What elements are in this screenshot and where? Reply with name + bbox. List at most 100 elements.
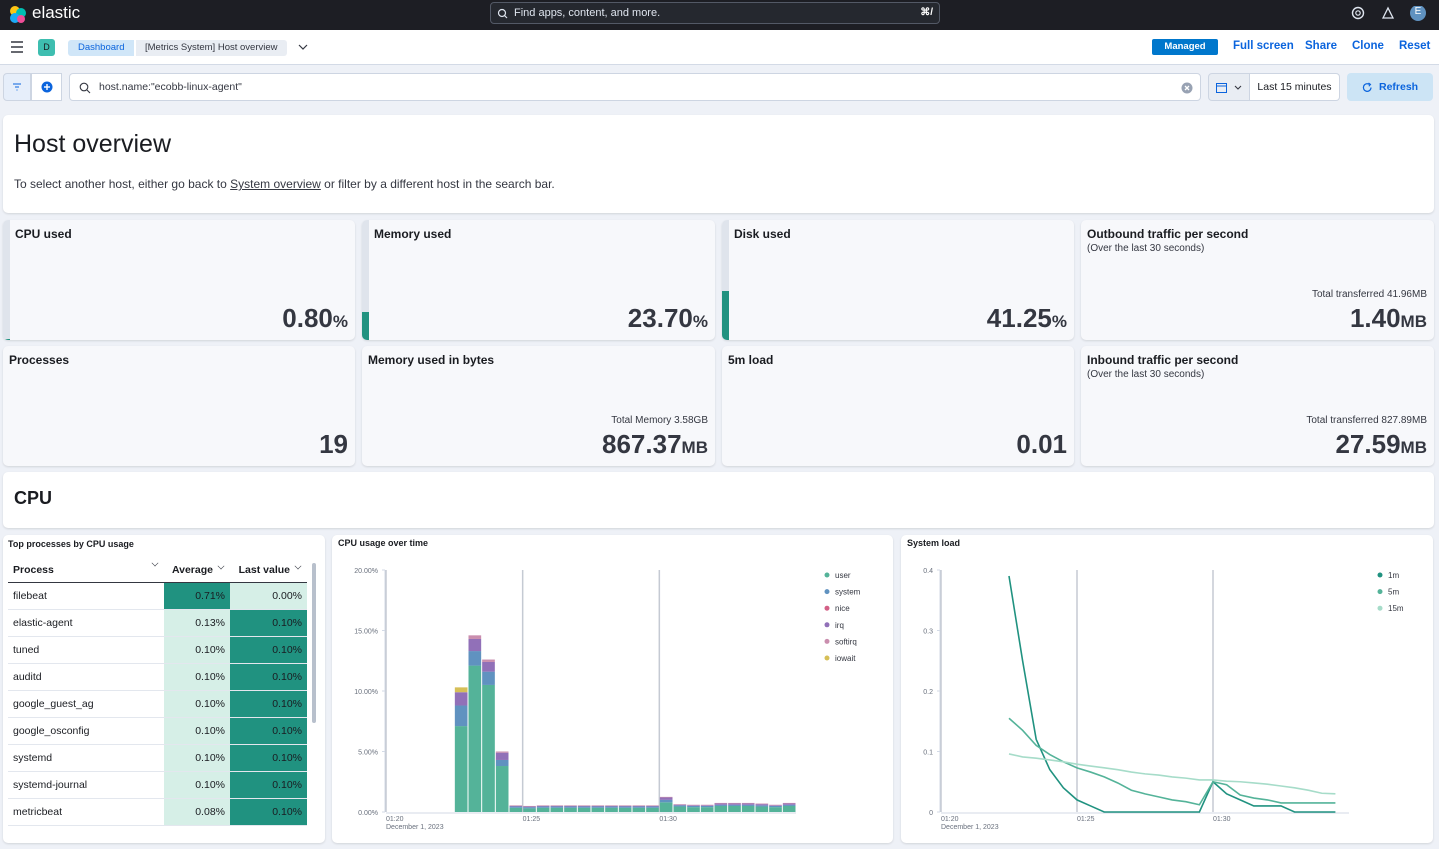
- search-icon: [497, 8, 508, 19]
- table-cell: tuned: [8, 637, 164, 664]
- time-range[interactable]: Last 15 minutes: [1250, 73, 1340, 101]
- metric-label: CPU used: [15, 227, 72, 241]
- chart-panel: [332, 535, 893, 843]
- filter-button[interactable]: [3, 73, 31, 101]
- metric-unit: %: [332, 312, 348, 331]
- sort-chevron: [217, 562, 225, 570]
- metric-unit: MB: [1400, 438, 1427, 457]
- table-cell: elastic-agent: [8, 610, 164, 637]
- table-panel: Top processes by CPU usage Process Averag…: [3, 535, 325, 843]
- scrollbar[interactable]: [312, 563, 316, 723]
- menu-button[interactable]: [10, 41, 24, 53]
- metric-value: 41.25%: [987, 303, 1067, 334]
- table-cell: filebeat: [8, 583, 164, 610]
- table-cell: 0.10%: [164, 664, 230, 691]
- metric-detail: Total transferred 41.96MB: [1311, 289, 1427, 300]
- nav-bar: D Dashboard [Metrics System] Host overvi…: [0, 30, 1439, 65]
- metric-panel: Inbound traffic per second (Over the last…: [1081, 346, 1434, 466]
- column-header[interactable]: Process: [8, 559, 164, 583]
- table-cell: google_osconfig: [8, 718, 164, 745]
- search-placeholder: Find apps, content, and more.: [514, 7, 661, 19]
- header-icons[interactable]: [1350, 6, 1430, 24]
- add-filter-button[interactable]: [31, 73, 62, 101]
- column-label: Process: [13, 564, 54, 576]
- global-search[interactable]: Find apps, content, and more. ⌘/: [490, 2, 940, 24]
- sort-chevron: [151, 559, 159, 567]
- gauge-track: [722, 220, 729, 340]
- panel-title: Top processes by CPU usage: [8, 539, 134, 549]
- search-shortcut: ⌘/: [920, 7, 933, 18]
- query-text: host.name:"ecobb-linux-agent": [99, 81, 242, 93]
- metric-detail: Total transferred 827.89MB: [1306, 415, 1427, 426]
- metric-unit: %: [692, 312, 708, 331]
- metric-detail: Total Memory 3.58GB: [611, 415, 708, 426]
- metric-panel: Memory used 23.70%: [362, 220, 715, 340]
- section-panel: CPU: [3, 472, 1434, 528]
- metric-number: 19: [319, 429, 348, 459]
- metric-value: 0.80%: [282, 303, 348, 334]
- metric-value: 23.70%: [628, 303, 708, 334]
- metric-panel: Memory used in bytes Total Memory 3.58GB 8…: [362, 346, 715, 466]
- metric-panel: Outbound traffic per second (Over the las…: [1081, 220, 1434, 340]
- reset-link[interactable]: Reset: [1399, 40, 1431, 52]
- query-input[interactable]: host.name:"ecobb-linux-agent": [69, 73, 1201, 101]
- metric-number: 23.70: [627, 303, 693, 333]
- refresh-button[interactable]: Refresh: [1347, 73, 1433, 101]
- metric-sublabel: (Over the last 30 seconds): [1087, 243, 1205, 254]
- breadcrumb[interactable]: Dashboard: [68, 40, 135, 56]
- metric-label: Processes: [9, 353, 70, 367]
- clear-button[interactable]: [1181, 82, 1193, 94]
- metric-number: 27.59: [1335, 429, 1401, 459]
- logo-icon: [10, 6, 26, 23]
- table-cell: 0.10%: [230, 610, 307, 637]
- column-header[interactable]: Average: [164, 559, 230, 583]
- table-cell: 0.71%: [164, 583, 230, 610]
- table-cell: 0.10%: [164, 745, 230, 772]
- plus-icon: [41, 81, 53, 93]
- managed-badge: Managed: [1152, 39, 1218, 55]
- metric-unit: MB: [681, 438, 708, 457]
- space-avatar[interactable]: D: [38, 39, 55, 56]
- metric-value: 19: [319, 429, 348, 460]
- metric-value: 0.01: [1016, 429, 1067, 460]
- share-link[interactable]: Share: [1305, 40, 1337, 52]
- clone-link[interactable]: Clone: [1352, 40, 1384, 52]
- refresh-label: Refresh: [1379, 81, 1419, 93]
- metric-label: Inbound traffic per second: [1087, 353, 1239, 367]
- date-picker-button[interactable]: [1208, 73, 1250, 101]
- gauge-fill: [722, 290, 729, 340]
- column-header[interactable]: Last value: [230, 559, 307, 583]
- table-cell: 0.10%: [230, 718, 307, 745]
- intro-text: To select another host, either go back t…: [14, 177, 555, 191]
- table-cell: metricbeat: [8, 799, 164, 826]
- brand[interactable]: elastic: [32, 3, 81, 22]
- metric-panel: CPU used 0.80%: [3, 220, 355, 340]
- metric-label: Disk used: [734, 227, 791, 241]
- gauge-fill: [3, 339, 10, 340]
- metric-number: 0.80: [282, 303, 333, 333]
- column-label: Last value: [238, 564, 290, 576]
- metric-label: Memory used: [374, 227, 452, 241]
- table-cell: 0.13%: [164, 610, 230, 637]
- table-cell: 0.10%: [164, 772, 230, 799]
- metric-panel: Disk used 41.25%: [722, 220, 1074, 340]
- page-title: Host overview: [14, 130, 171, 158]
- metric-label: Outbound traffic per second: [1087, 227, 1249, 241]
- metric-unit: %: [1051, 312, 1067, 331]
- table-cell: 0.10%: [230, 691, 307, 718]
- chevron[interactable]: [298, 43, 308, 51]
- avatar[interactable]: E: [1414, 6, 1422, 17]
- full-screen-link[interactable]: Full screen: [1233, 40, 1294, 52]
- intro-text-part: To select another host, either go back t…: [14, 177, 231, 191]
- metric-sublabel: (Over the last 30 seconds): [1087, 369, 1205, 380]
- system-overview-link[interactable]: System overview: [230, 177, 321, 191]
- table-cell: 0.10%: [230, 637, 307, 664]
- table-cell: 0.10%: [230, 772, 307, 799]
- table-cell: 0.08%: [164, 799, 230, 826]
- table-cell: 0.10%: [164, 718, 230, 745]
- metric-unit: MB: [1400, 312, 1427, 331]
- metric-panel: Processes 19: [3, 346, 355, 466]
- metric-number: 867.37: [602, 429, 682, 459]
- chart-panel: [901, 535, 1433, 843]
- gauge-track: [3, 220, 10, 340]
